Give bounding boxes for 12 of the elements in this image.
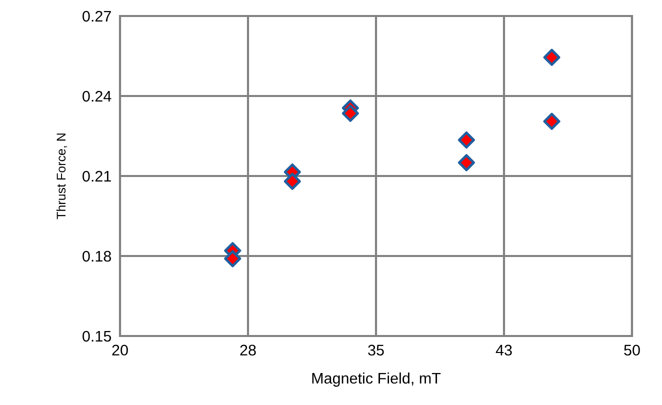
x-axis-title: Magnetic Field, mT [312, 372, 441, 387]
x-tick-label: 35 [368, 344, 384, 356]
y-tick-label: 0.21 [82, 170, 111, 182]
y-tick-label: 0.24 [82, 90, 112, 102]
y-tick-label: 0.15 [82, 330, 112, 342]
x-tick-label: 50 [624, 344, 640, 356]
y-axis-title: Thrust Force, N [56, 134, 68, 220]
y-tick-label: 0.18 [82, 250, 112, 262]
x-tick-label: 28 [240, 344, 256, 356]
y-tick-label: 0.27 [82, 10, 111, 22]
x-tick-label: 43 [496, 344, 512, 356]
x-tick-label: 20 [112, 344, 128, 356]
